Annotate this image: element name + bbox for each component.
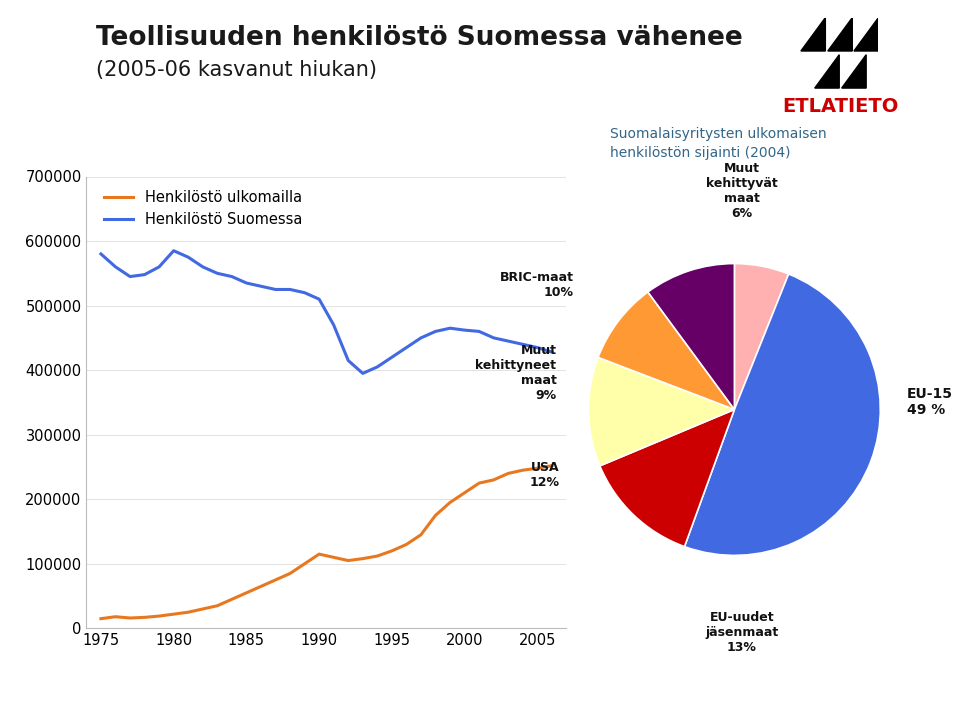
Text: Suomalaisyritysten ulkomaisen: Suomalaisyritysten ulkomaisen — [610, 127, 827, 141]
Polygon shape — [854, 18, 878, 51]
Text: EU-15
49 %: EU-15 49 % — [906, 387, 952, 417]
Text: USA
12%: USA 12% — [529, 461, 560, 489]
Polygon shape — [828, 18, 852, 51]
Wedge shape — [684, 274, 880, 556]
Polygon shape — [815, 54, 839, 88]
Text: Muut
kehittyneet
maat
9%: Muut kehittyneet maat 9% — [475, 344, 557, 402]
Text: Muut
kehittyvät
maat
6%: Muut kehittyvät maat 6% — [706, 162, 778, 220]
Polygon shape — [842, 54, 866, 88]
Wedge shape — [598, 292, 734, 409]
Polygon shape — [801, 18, 826, 51]
Text: henkilöstön sijainti (2004): henkilöstön sijainti (2004) — [610, 146, 790, 160]
Wedge shape — [588, 357, 734, 466]
Wedge shape — [600, 409, 734, 546]
Text: Teollisuuden henkilöstö Suomessa vähenee: Teollisuuden henkilöstö Suomessa vähenee — [96, 25, 743, 51]
Text: ETLATIETO: ETLATIETO — [781, 97, 899, 116]
Text: EU-uudet
jäsenmaat
13%: EU-uudet jäsenmaat 13% — [705, 611, 779, 654]
Wedge shape — [734, 263, 788, 409]
Text: BRIC-maat
10%: BRIC-maat 10% — [500, 271, 574, 299]
Text: 14: 14 — [7, 660, 30, 678]
Text: (2005-06 kasvanut hiukan): (2005-06 kasvanut hiukan) — [96, 60, 377, 80]
Wedge shape — [648, 263, 734, 409]
Legend: Henkilöstö ulkomailla, Henkilöstö Suomessa: Henkilöstö ulkomailla, Henkilöstö Suomes… — [99, 184, 308, 233]
